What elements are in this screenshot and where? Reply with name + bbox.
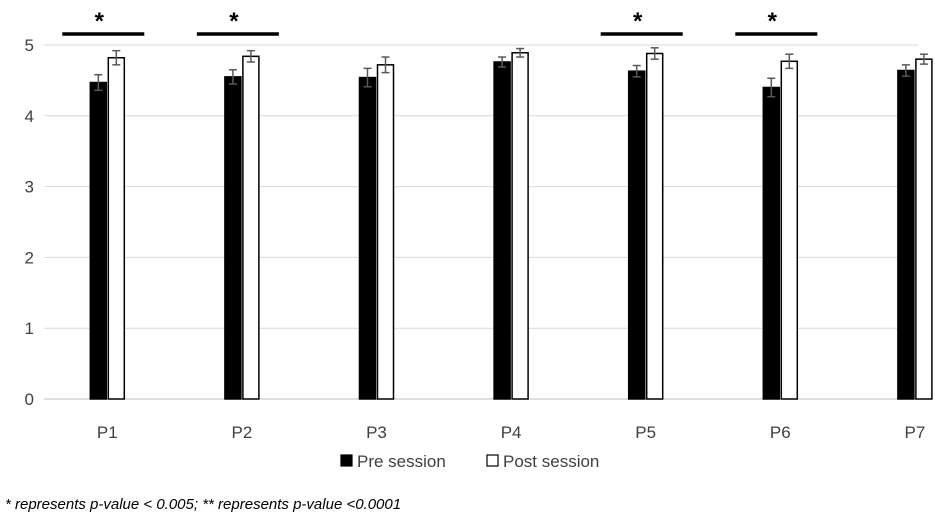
pre-bar-p6	[762, 86, 781, 400]
pre-legend-label: Pre session	[357, 452, 446, 471]
post-bar-p6	[780, 60, 799, 400]
y-tick-label: 1	[25, 319, 34, 338]
x-tick-label: P2	[232, 423, 253, 442]
pre-bar-p7	[897, 69, 915, 400]
significance-star: *	[633, 8, 643, 35]
post-bar-p3	[376, 64, 395, 400]
pre-bar-p3	[358, 76, 377, 400]
x-tick-label: P5	[635, 423, 656, 442]
x-tick-label: P6	[770, 423, 791, 442]
y-tick-label: 4	[25, 107, 34, 126]
footnote: * represents p-value < 0.005; ** represe…	[5, 496, 402, 513]
x-tick-label: P1	[97, 423, 118, 442]
post-bar-p1	[107, 56, 126, 400]
pre-bar-p4	[493, 61, 511, 400]
x-axis: P1 P2 P3 P4 P5 P6 P7	[97, 423, 925, 442]
x-tick-label: P4	[501, 423, 522, 442]
post-legend-swatch	[486, 454, 499, 467]
post-bar-p4	[511, 52, 529, 400]
significance-star: *	[95, 8, 105, 35]
y-tick-label: 2	[25, 248, 34, 267]
post-bar-p7	[915, 58, 933, 400]
legend: Pre session Post session	[340, 452, 599, 471]
y-tick-label: 0	[25, 390, 34, 409]
post-legend-label: Post session	[503, 452, 599, 471]
post-bar-p5	[645, 52, 664, 400]
y-tick-label: 5	[25, 36, 34, 55]
bar-chart: 0 1 2 3 4 5 P1 P2 P3 P4 P5 P6 P7 * * * * Pre session Po…	[25, 8, 933, 471]
pre-bar-p1	[89, 81, 108, 400]
bars	[89, 47, 933, 400]
significance-star: *	[768, 8, 778, 35]
y-axis: 0 1 2 3 4 5	[25, 36, 34, 409]
x-tick-label: P7	[905, 423, 926, 442]
pre-legend-swatch	[340, 454, 353, 467]
pre-bar-p5	[627, 70, 646, 400]
significance-star: *	[229, 8, 239, 35]
significance-markers: * * * *	[62, 8, 818, 36]
x-tick-label: P3	[366, 423, 387, 442]
pre-bar-p2	[224, 76, 242, 400]
y-tick-label: 3	[25, 178, 34, 197]
post-bar-p2	[242, 55, 260, 400]
